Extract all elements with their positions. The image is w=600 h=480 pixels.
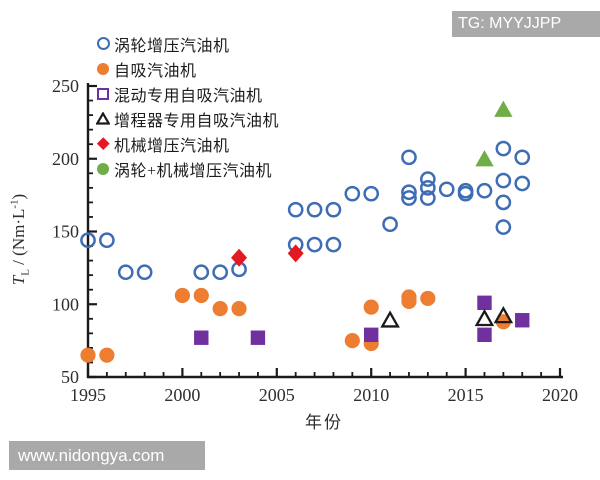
y-axis-units: / (Nm·L	[9, 208, 29, 270]
svg-text:2020: 2020	[542, 385, 578, 405]
svg-text:1995: 1995	[70, 385, 106, 405]
legend-label: 增程器专用自吸汽油机	[114, 112, 280, 130]
y-axis-symbol: T	[9, 275, 29, 286]
svg-text:50: 50	[61, 367, 79, 387]
y-axis-title: TL / (Nm·L-1)	[8, 140, 31, 340]
legend-label: 混动专用自吸汽油机	[114, 87, 263, 105]
svg-text:250: 250	[52, 76, 79, 96]
svg-text:150: 150	[52, 222, 79, 242]
svg-text:2005: 2005	[259, 385, 295, 405]
watermark-telegram: TG: MYYJJPP	[452, 11, 600, 37]
diamond-icon	[95, 137, 111, 150]
filled-circle-icon	[95, 62, 111, 75]
open-circle-icon	[95, 37, 111, 50]
x-axis-title: 年份	[305, 413, 343, 432]
svg-text:2010: 2010	[353, 385, 389, 405]
legend-label: 涡轮+机械增压汽油机	[114, 162, 273, 180]
y-axis-units-exponent: -1	[8, 199, 21, 209]
legend-label: 自吸汽油机	[114, 62, 197, 80]
legend-item-range-extender: 增程器专用自吸汽油机	[95, 108, 280, 130]
y-axis-units-close: )	[9, 193, 29, 200]
legend-item-hybrid-dedicated: 混动专用自吸汽油机	[95, 83, 279, 105]
filled-circle-icon	[95, 162, 111, 175]
svg-text:200: 200	[52, 149, 79, 169]
chart-legend: 涡轮增压汽油机 自吸汽油机 混动专用自吸汽油机 增程器专用自吸汽油机 机械增压汽…	[95, 33, 280, 180]
legend-label: 机械增压汽油机	[114, 137, 230, 155]
svg-text:2000: 2000	[164, 385, 200, 405]
legend-item-turbo: 涡轮增压汽油机	[95, 33, 279, 55]
svg-text:2015: 2015	[448, 385, 484, 405]
open-square-icon	[95, 87, 111, 100]
watermark-website: www.nidongya.com	[9, 441, 205, 470]
legend-item-naturally-aspirated: 自吸汽油机	[95, 58, 279, 80]
legend-item-supercharged: 机械增压汽油机	[95, 133, 279, 155]
legend-item-turbo-supercharged: 涡轮+机械增压汽油机	[95, 158, 279, 180]
legend-label: 涡轮增压汽油机	[114, 37, 230, 55]
svg-text:100: 100	[52, 294, 79, 314]
open-triangle-icon	[95, 112, 111, 125]
y-axis-symbol-subscript: L	[19, 269, 32, 276]
